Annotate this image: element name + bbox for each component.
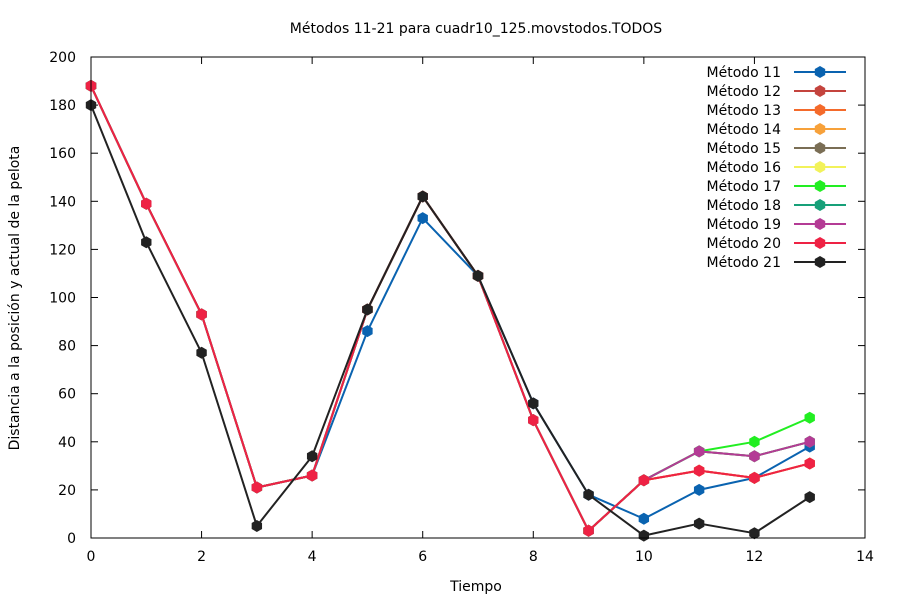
y-tick-label: 200 [49,50,76,66]
data-point [749,527,760,540]
x-tick-label: 4 [308,549,317,565]
y-axis-title: Distancia a la posición y actual de la p… [7,146,23,451]
x-tick-label: 0 [87,549,96,565]
legend-label: Método 18 [707,198,781,214]
y-tick-label: 120 [49,242,76,258]
x-tick-label: 10 [635,549,653,565]
data-point [251,519,263,532]
legend-marker [814,104,826,116]
chart-title: Métodos 11-21 para cuadr10_125.movstodos… [290,21,663,37]
legend-item: Método 11 [707,65,846,81]
data-point [804,435,815,448]
x-tick-label: 12 [746,549,764,565]
legend-item: Método 14 [707,122,846,138]
legend-item: Método 20 [707,236,846,252]
legend-marker [814,180,826,192]
data-point [749,471,760,484]
data-point [528,397,539,410]
legend-label: Método 20 [707,236,781,252]
legend-marker [814,199,826,211]
data-point [693,483,705,496]
x-tick-label: 6 [418,549,427,565]
legend-item: Método 12 [707,84,846,100]
data-point [141,197,152,210]
y-tick-label: 80 [58,339,76,355]
legend-marker [814,161,826,173]
x-tick-label: 8 [529,549,538,565]
data-point [749,450,760,463]
data-point [141,236,152,249]
legend-item: Método 16 [707,160,846,176]
legend-label: Método 17 [707,179,781,195]
legend-marker [814,123,826,135]
legend-marker [814,66,826,78]
data-point [693,445,705,458]
data-point [362,303,373,316]
legend-marker [814,237,826,249]
y-tick-label: 160 [49,146,76,162]
data-point [804,457,815,470]
legend-label: Método 14 [707,122,782,138]
legend-item: Método 19 [707,217,846,233]
plot-frame [90,56,866,539]
legend-marker [814,218,826,230]
legend-label: Método 16 [707,160,782,176]
data-point [693,517,705,530]
legend-label: Método 13 [707,103,781,119]
data-point [196,346,207,359]
data-point [417,212,428,225]
data-point [528,414,539,427]
legend-label: Método 21 [707,255,781,271]
y-tick-label: 180 [49,98,76,114]
legend-marker [814,142,826,154]
data-point [749,435,760,448]
legend-label: Método 19 [707,217,781,233]
data-point [472,269,484,282]
legend-item: Método 17 [707,179,846,195]
data-point [362,325,373,338]
data-point [638,512,650,525]
legend-label: Método 15 [707,141,781,157]
legend-label: Método 11 [707,65,781,81]
data-point [804,411,815,424]
data-point [417,190,428,203]
data-point [638,529,650,542]
data-point [306,469,318,482]
legend-item: Método 18 [707,198,846,214]
data-point [583,488,594,501]
data-point [583,524,594,537]
data-point [693,464,705,477]
data-point [638,474,650,487]
legend: Método 11 Método 12 Método 13 Método 14 Méto… [707,65,846,271]
y-tick-label: 0 [67,531,76,547]
legend-marker [814,256,826,268]
legend-label: Método 12 [707,84,781,100]
legend-item: Método 15 [707,141,846,157]
y-tick-label: 60 [58,387,76,403]
legend-item: Método 13 [707,103,846,119]
data-point [251,481,263,494]
legend-marker [814,85,826,97]
series-line [90,104,811,537]
data-point [804,491,815,504]
plot-series [85,79,815,542]
y-tick-label: 20 [58,483,76,499]
series-21 [85,99,815,542]
y-tick-label: 40 [58,435,76,451]
data-point [306,450,318,463]
x-tick-label: 2 [197,549,206,565]
y-tick-label: 100 [49,291,76,307]
data-point [196,308,207,321]
x-axis-title: Tiempo [449,579,502,595]
y-tick-label: 140 [49,194,76,210]
legend-item: Método 21 [707,255,846,271]
x-tick-label: 14 [856,549,874,565]
